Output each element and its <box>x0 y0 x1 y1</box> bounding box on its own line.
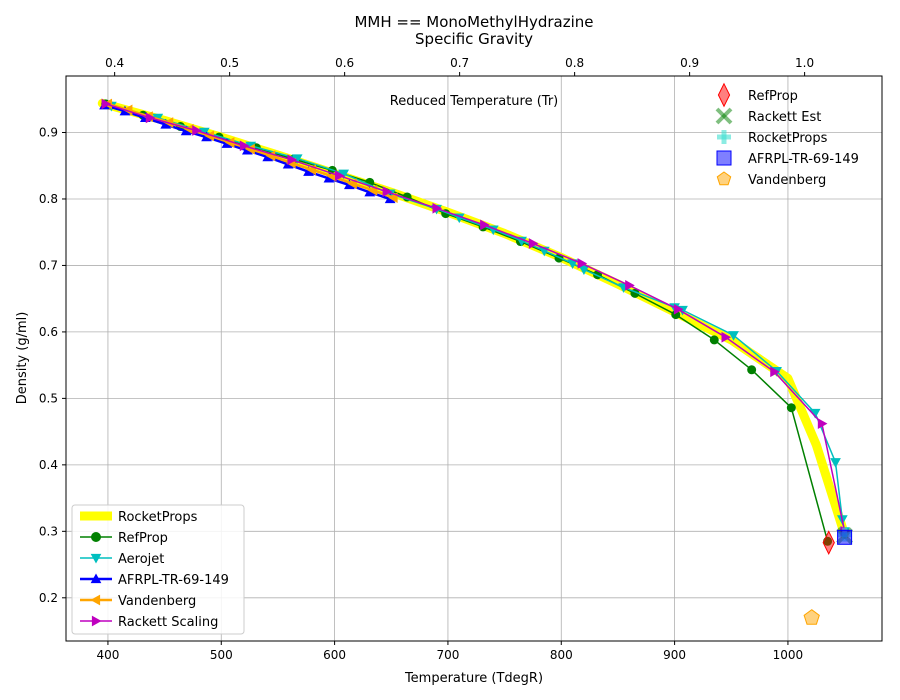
reference-points-layer <box>803 527 854 625</box>
legend-lines: RocketProps RefProp Aerojet AFRPL-TR-69-149… <box>71 504 245 635</box>
top-tick-label-0: 0.4 <box>105 56 124 70</box>
legend-points-items: RefProp Rackett Est RocketProps AFRPL-TR-69… <box>715 82 859 188</box>
legend-lines-items: RocketProps RefProp Aerojet AFRPL-TR-69-149… <box>80 510 229 630</box>
legend-label: RocketProps <box>748 131 828 146</box>
data-point <box>528 238 539 249</box>
series-rackett-scaling <box>101 98 851 537</box>
x-tick-label-4: 800 <box>550 648 573 662</box>
top-axis-label: Reduced Temperature (Tr) <box>390 94 558 109</box>
data-point <box>192 125 202 136</box>
plot-frame <box>65 75 883 642</box>
x-tick-label-3: 700 <box>436 648 459 662</box>
data-point <box>239 140 250 152</box>
legend-marker <box>90 573 102 584</box>
legend-entry: Aerojet <box>80 552 164 567</box>
y-axis-label: Density (g/ml) <box>15 312 30 405</box>
legend-entry: RocketProps <box>717 130 828 146</box>
y-tick-label-3: 0.5 <box>39 391 58 405</box>
legend-entry: Vandenberg <box>716 171 826 188</box>
y-tick-label-2: 0.4 <box>39 458 58 472</box>
legend-entry: Vandenberg <box>80 594 196 609</box>
top-tick-label-1: 0.5 <box>220 56 239 70</box>
legend-marker <box>717 130 731 144</box>
legend-points: RefProp Rackett Est RocketProps AFRPL-TR-69… <box>715 82 859 188</box>
x-axis-label: Temperature (TdegR) <box>404 671 543 686</box>
x-tick-label-6: 1000 <box>773 648 804 662</box>
x-tick-label-0: 400 <box>96 648 119 662</box>
data-point <box>709 335 719 345</box>
legend-label: RefProp <box>118 531 168 546</box>
data-point <box>432 202 443 214</box>
legend-label: RefProp <box>748 89 798 104</box>
data-point <box>721 331 732 343</box>
legend-entry: AFRPL-TR-69-149 <box>80 573 229 588</box>
legend-label: AFRPL-TR-69-149 <box>118 573 229 588</box>
x-tick-label-5: 900 <box>663 648 686 662</box>
data-point <box>388 192 398 203</box>
y-tick-label-7: 0.9 <box>39 126 58 140</box>
legend-marker <box>90 553 102 564</box>
legend-label: RocketProps <box>118 510 198 525</box>
top-tick-label-2: 0.6 <box>335 56 354 70</box>
top-tick-label-6: 1.0 <box>795 56 814 70</box>
y-tick-label-4: 0.6 <box>39 325 58 339</box>
data-point <box>287 154 298 166</box>
legend-entry: RocketProps <box>80 510 198 525</box>
legend-entry: RefProp <box>80 531 168 546</box>
data-point <box>101 98 112 110</box>
series-line-1 <box>104 103 829 543</box>
data-point <box>770 366 780 378</box>
top-tick-label-5: 0.9 <box>680 56 699 70</box>
y-axis-ticks: 0.2 0.3 0.4 0.5 0.6 0.7 0.8 0.9 <box>39 126 66 605</box>
data-point <box>786 403 796 413</box>
data-point <box>673 303 684 315</box>
legend-entry: AFRPL-TR-69-149 <box>716 150 859 167</box>
legend-label: Vandenberg <box>118 594 196 609</box>
legend-marker <box>717 82 731 108</box>
legend-marker <box>716 171 732 186</box>
legend-entry: Rackett Est <box>715 107 821 125</box>
legend-label: Rackett Scaling <box>118 615 218 630</box>
data-point <box>577 258 588 269</box>
top-tick-label-3: 0.7 <box>450 56 469 70</box>
data-point <box>830 458 841 468</box>
reference-point <box>837 529 853 545</box>
series-layer <box>97 98 851 546</box>
reference-point <box>822 530 835 555</box>
legend-marker <box>90 594 101 606</box>
legend-label: Aerojet <box>118 552 164 567</box>
legend-marker <box>91 615 102 627</box>
chart-title: MMH == MonoMethylHydrazine <box>354 13 593 31</box>
data-point <box>480 219 490 231</box>
y-tick-label-1: 0.3 <box>39 524 58 538</box>
legend-lines-box <box>71 504 245 635</box>
data-point <box>578 265 590 275</box>
legend-label: Vandenberg <box>748 173 826 188</box>
legend-entry: RefProp <box>717 82 798 108</box>
x-axis-ticks: 400 500 600 700 800 900 1000 <box>96 641 803 662</box>
top-tick-label-4: 0.8 <box>565 56 584 70</box>
legend-marker <box>716 150 732 166</box>
legend-entry: Rackett Scaling <box>80 615 218 630</box>
data-point <box>382 186 393 198</box>
y-tick-label-0: 0.2 <box>39 591 58 605</box>
top-axis-ticks: 0.4 0.5 0.6 0.7 0.8 0.9 1.0 <box>105 56 814 76</box>
data-point <box>625 280 635 291</box>
chart-subtitle: Specific Gravity <box>415 30 533 48</box>
legend-label: Rackett Est <box>748 110 821 125</box>
data-point <box>145 112 156 124</box>
legend-marker <box>715 107 733 125</box>
reference-point <box>803 609 820 625</box>
y-tick-label-5: 0.7 <box>39 258 58 272</box>
y-tick-label-6: 0.8 <box>39 192 58 206</box>
x-tick-label-2: 600 <box>323 648 346 662</box>
legend-marker <box>91 532 101 542</box>
legend-label: AFRPL-TR-69-149 <box>748 152 859 167</box>
data-point <box>728 331 739 341</box>
data-point <box>817 418 828 429</box>
x-tick-label-1: 500 <box>210 648 233 662</box>
data-point <box>335 170 345 182</box>
data-point <box>747 365 757 375</box>
